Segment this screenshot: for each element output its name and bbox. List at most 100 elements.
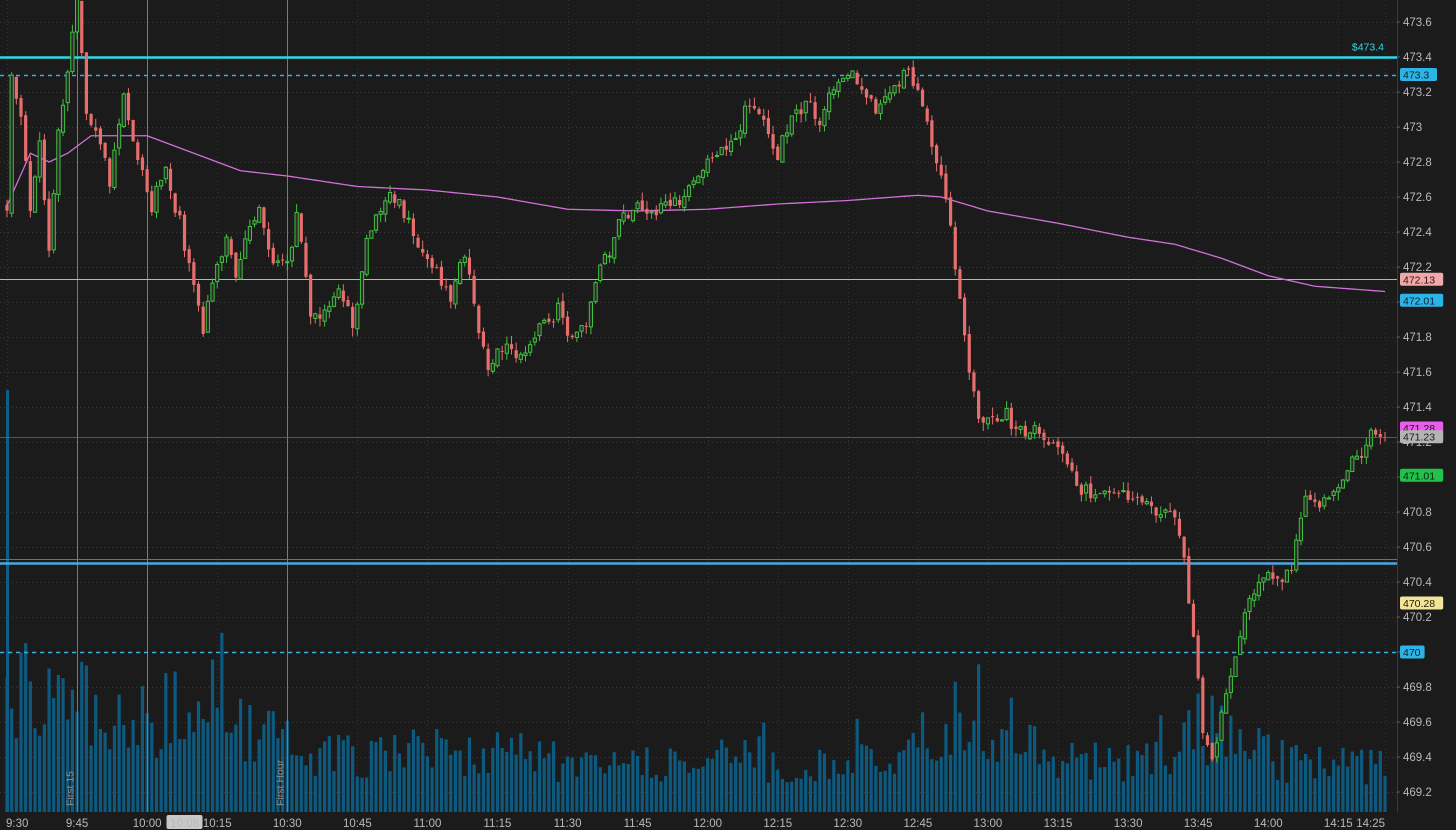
time-axis[interactable]: 9:30 9:45 10:00 10:15 10:30 10:45 11:00 11:15 11… — [6, 815, 1385, 830]
volume-bar — [70, 689, 74, 812]
volume-bar — [299, 755, 303, 812]
price-tag-text: 472.01 — [1403, 295, 1435, 307]
candle-body — [406, 217, 411, 220]
candle-body — [262, 207, 266, 228]
volume-bar — [215, 707, 219, 812]
volume-bar — [313, 775, 317, 812]
volume-bar — [56, 674, 60, 812]
candle-body — [65, 71, 70, 104]
candle-body — [1187, 555, 1191, 604]
volume-bar — [47, 668, 51, 812]
candle-body — [803, 100, 808, 114]
candle-body — [477, 305, 481, 333]
volume-bar — [383, 750, 387, 812]
volume-bar — [883, 770, 887, 812]
candle-body — [1228, 675, 1233, 694]
volume-bar — [407, 742, 411, 812]
time-tick-label: 12:15 — [763, 818, 792, 830]
volume-bar — [1163, 765, 1168, 812]
candle-body — [136, 142, 140, 160]
time-tick-label: 14:25 — [1356, 818, 1385, 830]
candle-body — [1294, 539, 1299, 571]
price-levels[interactable]: $473.4 — [0, 42, 1397, 654]
volume-bar — [416, 736, 420, 812]
candle-body — [187, 249, 191, 264]
time-tick-label: 10:00 — [133, 818, 162, 830]
volume-bar — [729, 762, 733, 812]
volume-bar — [379, 737, 383, 812]
candle-body — [42, 139, 46, 201]
candle-body — [678, 199, 682, 205]
candle-body — [1032, 425, 1037, 434]
candle-body — [117, 123, 122, 149]
volume-bar — [509, 737, 514, 812]
candle-body — [1374, 429, 1378, 435]
volume-bar — [1112, 761, 1116, 812]
candle-body — [985, 417, 991, 425]
candle-body — [94, 127, 98, 131]
candle-body — [159, 179, 164, 187]
volume-bar — [117, 694, 121, 812]
volume-bar — [537, 741, 542, 812]
volume-bar — [281, 729, 285, 812]
volume-bar — [687, 772, 691, 812]
volume-bar — [790, 781, 794, 812]
volume-bar — [794, 777, 799, 812]
volume-bar — [724, 747, 728, 812]
candle-body — [822, 108, 827, 127]
candle-body — [780, 135, 785, 163]
volume-bar — [365, 777, 369, 812]
candle-body — [1238, 636, 1243, 655]
candle-body — [467, 257, 472, 275]
candle-body — [1318, 501, 1322, 508]
volume-bar — [332, 770, 336, 812]
volume-bar — [84, 665, 89, 812]
volume-bar — [1271, 761, 1275, 812]
candle-body — [346, 300, 350, 307]
volume-bar — [10, 708, 14, 812]
volume-bar — [701, 766, 705, 812]
candle-body — [504, 343, 509, 354]
volume-bar — [1047, 761, 1051, 812]
volume-bar — [734, 756, 738, 812]
candle-body — [281, 259, 285, 261]
volume-bar — [523, 758, 528, 812]
volume-bar — [542, 758, 546, 812]
candle-body — [1261, 577, 1266, 583]
volume-bar — [584, 752, 588, 812]
volume-bar — [668, 748, 672, 812]
volume-bar — [1131, 776, 1135, 812]
time-cursor-badge — [166, 815, 203, 829]
candle-body — [869, 95, 873, 99]
volume-bar — [906, 739, 911, 812]
volume-bar — [874, 765, 878, 812]
volume-bar — [295, 755, 299, 812]
candle-body — [1065, 453, 1069, 465]
volume-bar — [182, 739, 187, 812]
time-tick-label: 11:30 — [554, 818, 582, 830]
volume-bar — [98, 728, 103, 812]
volume-bar — [1079, 753, 1083, 812]
candle-body — [654, 209, 658, 216]
candle-body — [944, 173, 948, 200]
volume-bar — [785, 782, 789, 812]
time-tick-label: 9:45 — [66, 818, 88, 830]
volume-bar — [1117, 758, 1121, 812]
candle-body — [393, 194, 397, 203]
candle-body — [1275, 576, 1280, 579]
candle-body — [813, 102, 817, 119]
time-tick-label: 12:45 — [903, 818, 932, 830]
price-axis[interactable]: 473.6473.4473.2473472.8472.6472.4472.247… — [1397, 17, 1432, 799]
volume-bar — [1224, 756, 1228, 812]
candle-body — [383, 200, 388, 215]
candle-body — [1233, 656, 1238, 678]
volume-bar — [1303, 753, 1308, 812]
candle-body — [47, 198, 51, 251]
candle-body — [210, 282, 215, 302]
time-tick-label: 12:30 — [833, 818, 862, 830]
volume-bar — [1378, 750, 1382, 812]
volume-bar — [374, 742, 378, 812]
candle-body — [24, 115, 28, 161]
volume-bar — [766, 782, 770, 812]
